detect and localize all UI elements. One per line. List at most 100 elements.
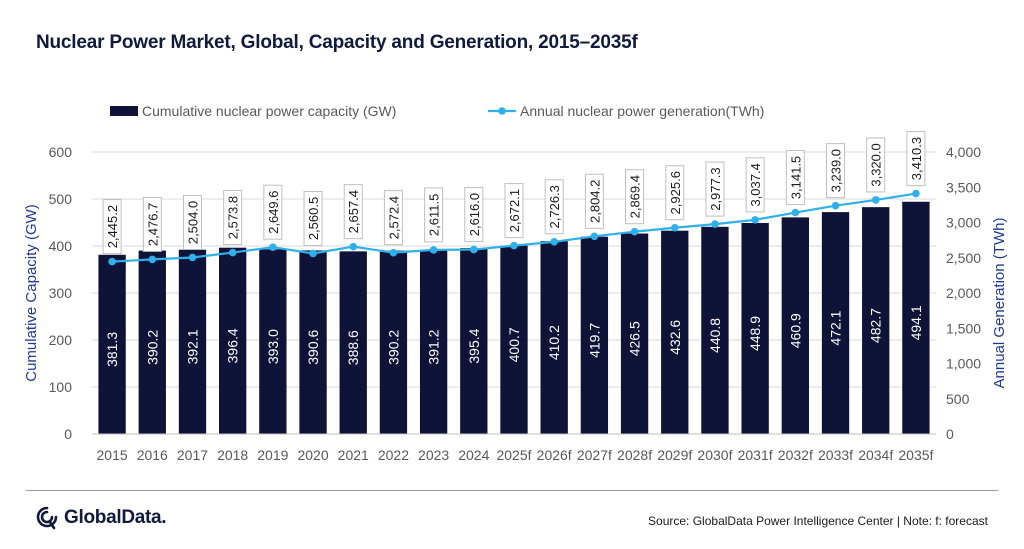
bar-value-label: 426.5 <box>627 321 643 356</box>
line-value-label: 2,649.6 <box>266 191 281 234</box>
line-value-label: 3,410.3 <box>909 137 924 180</box>
generation-point <box>751 216 759 224</box>
line-label-box <box>223 190 243 246</box>
bar <box>701 226 729 434</box>
bar-value-label: 393.0 <box>265 329 281 364</box>
bar <box>580 236 609 434</box>
right-axis-tick-label: 2,000 <box>946 285 981 301</box>
bar <box>862 207 890 434</box>
line-value-label: 3,320.0 <box>869 143 884 186</box>
right-axis-tick-label: 500 <box>946 391 970 407</box>
line-value-label: 2,476.7 <box>145 203 160 246</box>
generation-point <box>550 237 558 246</box>
x-axis-tick-label: 2034f <box>858 447 893 463</box>
line-label-box <box>705 161 725 217</box>
bar <box>98 254 126 434</box>
bar-value-label: 419.7 <box>586 323 602 358</box>
generation-point <box>670 223 679 232</box>
generation-point <box>711 220 719 228</box>
line-label-box <box>544 179 564 235</box>
line-value-label: 2,657.4 <box>346 190 361 233</box>
line-value-label: 2,977.3 <box>708 167 723 210</box>
line-value-label: 2,804.2 <box>587 180 602 223</box>
bar <box>299 250 327 434</box>
right-axis-tick-label: 2,500 <box>946 250 981 266</box>
bar <box>661 230 689 434</box>
x-axis-tick-label: 2027f <box>577 447 612 463</box>
generation-point <box>188 253 197 262</box>
line-value-label: 2,560.5 <box>306 197 321 240</box>
left-axis-tick-label: 600 <box>49 144 73 160</box>
line-label-box <box>785 150 805 206</box>
line-label-box <box>504 183 524 239</box>
left-axis-tick-label: 100 <box>49 379 73 395</box>
line-value-label: 2,616.0 <box>467 193 482 236</box>
legend-bar-label: Cumulative nuclear power capacity (GW) <box>142 103 396 119</box>
x-axis-tick-label: 2021 <box>338 447 369 463</box>
bar <box>540 241 568 434</box>
right-axis-tick-label: 1,500 <box>946 320 981 336</box>
line-value-label: 2,925.6 <box>668 171 683 214</box>
line-label-box <box>424 187 444 243</box>
x-axis-tick-label: 2035f <box>898 447 933 463</box>
bar <box>178 249 207 434</box>
generation-point <box>791 208 800 217</box>
bar <box>259 249 287 434</box>
bar-value-label: 460.9 <box>787 313 803 348</box>
left-axis-title: Cumulative Capacity (GW) <box>23 204 40 382</box>
line-value-label: 3,037.4 <box>748 163 763 206</box>
x-axis-tick-label: 2019 <box>257 447 288 463</box>
x-axis-tick-label: 2031f <box>738 447 773 463</box>
bar <box>379 250 408 434</box>
bar <box>460 248 488 434</box>
line-label-box <box>142 196 162 252</box>
x-axis-tick-label: 2025f <box>496 447 531 463</box>
bar-value-label: 448.9 <box>747 316 763 351</box>
right-axis-tick-label: 3,000 <box>946 215 981 231</box>
logo-text: GlobalData. <box>64 507 167 528</box>
bar <box>902 201 930 434</box>
x-axis-tick-label: 2032f <box>778 447 813 463</box>
legend-line-marker <box>498 107 506 115</box>
legend-bar-swatch <box>110 106 138 116</box>
generation-point <box>309 249 317 258</box>
bar-value-label: 381.3 <box>104 332 120 367</box>
bar-value-label: 395.4 <box>466 328 482 363</box>
line-label-box <box>182 194 202 250</box>
line-value-label: 2,611.5 <box>427 194 442 236</box>
bar-value-label: 392.1 <box>184 329 200 364</box>
line-value-label: 2,572.4 <box>386 196 401 239</box>
line-value-label: 3,141.5 <box>788 156 803 199</box>
bar <box>339 251 367 434</box>
line-value-label: 2,726.3 <box>547 185 562 228</box>
line-label-box <box>263 184 283 240</box>
generation-point <box>269 243 277 252</box>
line-label-box <box>303 190 323 246</box>
line-value-label: 2,869.4 <box>628 175 643 218</box>
bar-value-label: 432.6 <box>667 320 683 355</box>
generation-point <box>831 201 840 210</box>
x-axis-tick-label: 2015 <box>97 447 128 463</box>
line-label-box <box>625 169 645 225</box>
generation-point <box>912 189 920 198</box>
right-axis-tick-label: 4,000 <box>946 144 981 160</box>
generation-point <box>470 245 478 254</box>
x-axis-tick-label: 2029f <box>657 447 692 463</box>
line-label-box <box>343 184 363 240</box>
x-axis-tick-label: 2016 <box>137 447 168 463</box>
right-axis-tick-label: 1,000 <box>946 356 981 372</box>
x-axis-tick-label: 2030f <box>697 447 732 463</box>
source-note: Source: GlobalData Power Intelligence Ce… <box>648 514 988 528</box>
left-axis-tick-label: 400 <box>49 238 73 254</box>
bar-value-label: 391.2 <box>426 329 442 364</box>
bar <box>781 217 809 434</box>
x-axis-tick-label: 2022 <box>378 447 409 463</box>
legend-line-label: Annual nuclear power generation(TWh) <box>520 103 764 119</box>
generation-point <box>148 255 157 264</box>
x-axis-tick-label: 2028f <box>617 447 652 463</box>
line-label-box <box>584 173 604 229</box>
bar-value-label: 472.1 <box>828 310 844 345</box>
bar <box>620 233 649 434</box>
bar <box>500 245 528 434</box>
globaldata-logo: GlobalData. <box>36 506 167 530</box>
